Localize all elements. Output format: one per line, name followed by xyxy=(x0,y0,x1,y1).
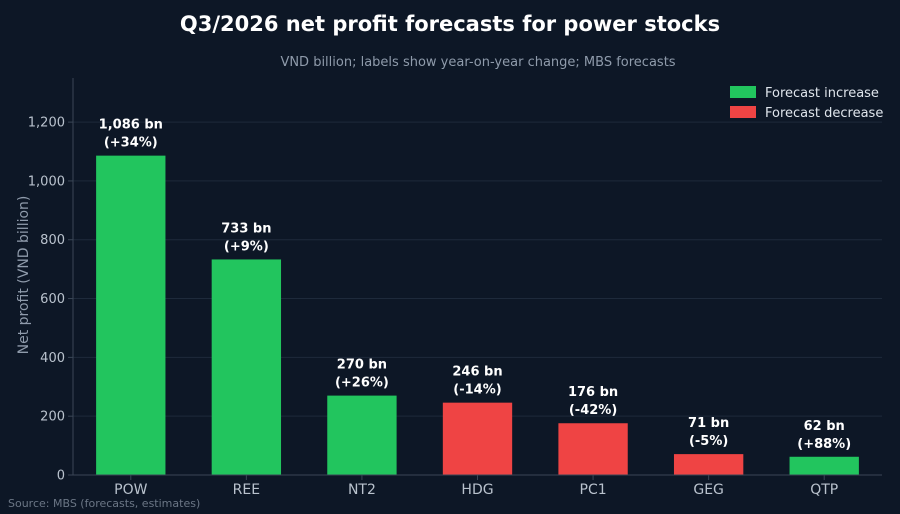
bar-change-label: (+9%) xyxy=(224,239,269,254)
bar-value-label: 733 bn xyxy=(221,221,271,236)
bar-value-label: 176 bn xyxy=(568,385,618,400)
legend-swatch-decrease xyxy=(730,106,756,118)
legend-label-increase: Forecast increase xyxy=(765,86,879,101)
bar-value-label: 246 bn xyxy=(452,365,502,380)
bar-geg xyxy=(673,454,744,475)
legend: Forecast increase Forecast decrease xyxy=(730,86,883,121)
x-tick-label: PC1 xyxy=(580,482,607,498)
chart-subtitle: VND billion; labels show year-on-year ch… xyxy=(280,55,675,70)
x-tick-label: REE xyxy=(233,482,260,498)
x-tick-label: POW xyxy=(114,482,147,498)
legend-swatch-increase xyxy=(730,86,756,98)
y-tick-label: 200 xyxy=(40,410,65,425)
y-tick-label: 0 xyxy=(57,469,65,484)
axis-layer: 0 200 400 600 800 1,000 1,200 POW REE NT2 HDG PC1 GE… xyxy=(28,78,882,498)
bar-change-label: (-42%) xyxy=(569,403,617,418)
y-tick-label: 1,000 xyxy=(28,174,65,189)
bar-qtp xyxy=(789,456,859,475)
bar-change-label: (+34%) xyxy=(104,136,158,151)
legend-label-decrease: Forecast decrease xyxy=(765,106,883,121)
bar-hdg xyxy=(442,402,513,475)
bar-change-label: (+26%) xyxy=(335,376,389,391)
x-tick-label: HDG xyxy=(461,482,493,498)
y-tick-label: 1,200 xyxy=(28,116,65,131)
y-tick-label: 800 xyxy=(40,233,65,248)
bar-value-label: 270 bn xyxy=(337,358,387,373)
chart-title: Q3/2026 net profit forecasts for power s… xyxy=(180,12,720,36)
bar-value-label: 62 bn xyxy=(804,419,845,434)
bar-pc1 xyxy=(558,423,628,475)
y-tick-label: 400 xyxy=(40,351,65,366)
bar-pow xyxy=(96,155,166,475)
bar-value-label: 71 bn xyxy=(688,416,729,431)
y-axis-label: Net profit (VND billion) xyxy=(16,196,32,355)
x-tick-label: NT2 xyxy=(348,482,376,498)
bar-ree xyxy=(211,259,282,475)
x-tick-label: GEG xyxy=(693,482,724,498)
bar-change-label: (-14%) xyxy=(453,383,501,398)
bar-layer: 1,086 bn (+34%) 733 bn (+9%) 270 bn (+26%) 246… xyxy=(96,118,859,475)
grid-layer xyxy=(73,121,882,417)
bar-change-label: (-5%) xyxy=(689,434,728,449)
bar-change-label: (+88%) xyxy=(797,437,851,452)
x-tick-label: QTP xyxy=(810,482,838,498)
bar-nt2 xyxy=(327,395,397,475)
y-tick-label: 600 xyxy=(40,292,65,307)
bar-value-label: 1,086 bn xyxy=(99,118,163,133)
source-note: Source: MBS (forecasts, estimates) xyxy=(8,497,200,510)
